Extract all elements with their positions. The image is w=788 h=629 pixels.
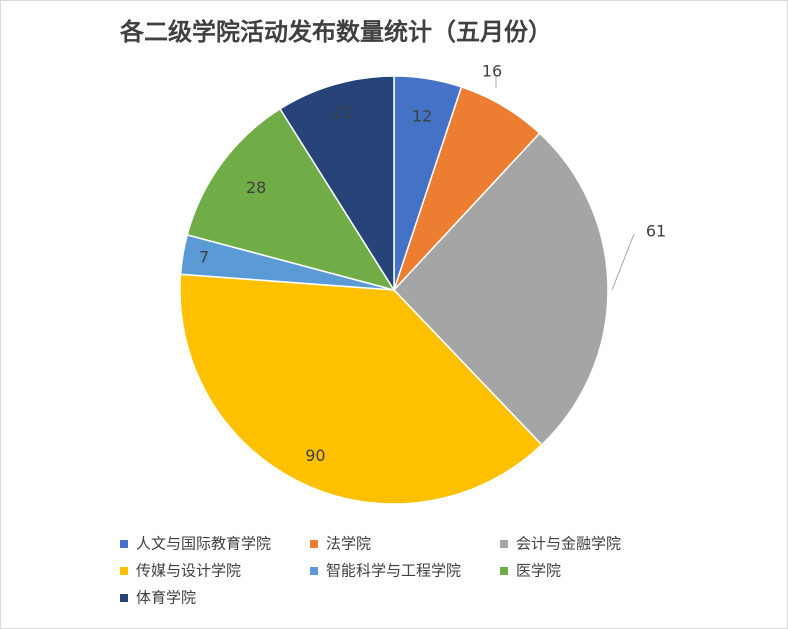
legend-marker — [500, 540, 508, 548]
legend-label: 医学院 — [516, 562, 561, 580]
data-label: 7 — [199, 247, 209, 266]
data-label: 28 — [246, 178, 266, 197]
legend-marker — [120, 540, 128, 548]
data-label: 12 — [412, 106, 432, 125]
pie-slice — [186, 107, 396, 292]
pie-slice — [279, 75, 395, 293]
legend-marker — [310, 540, 318, 548]
data-label: 90 — [305, 446, 325, 465]
legend-label: 传媒与设计学院 — [136, 562, 241, 580]
legend-label: 智能科学与工程学院 — [326, 562, 461, 580]
legend-marker — [120, 594, 128, 602]
legend-marker — [120, 567, 128, 575]
pie-slice — [392, 132, 609, 446]
legend-marker — [310, 567, 318, 575]
legend-marker — [500, 567, 508, 575]
legend-label: 体育学院 — [136, 589, 196, 607]
chart-title: 各二级学院活动发布数量统计（五月份） — [119, 18, 552, 46]
data-label: 21 — [333, 103, 353, 122]
data-label: 16 — [482, 62, 502, 81]
pie-slice — [179, 273, 543, 505]
leader-line — [611, 233, 635, 291]
data-label: 61 — [646, 222, 666, 241]
legend-label: 法学院 — [326, 535, 371, 553]
legend-label: 人文与国际教育学院 — [136, 535, 271, 553]
legend-label: 会计与金融学院 — [516, 535, 621, 553]
